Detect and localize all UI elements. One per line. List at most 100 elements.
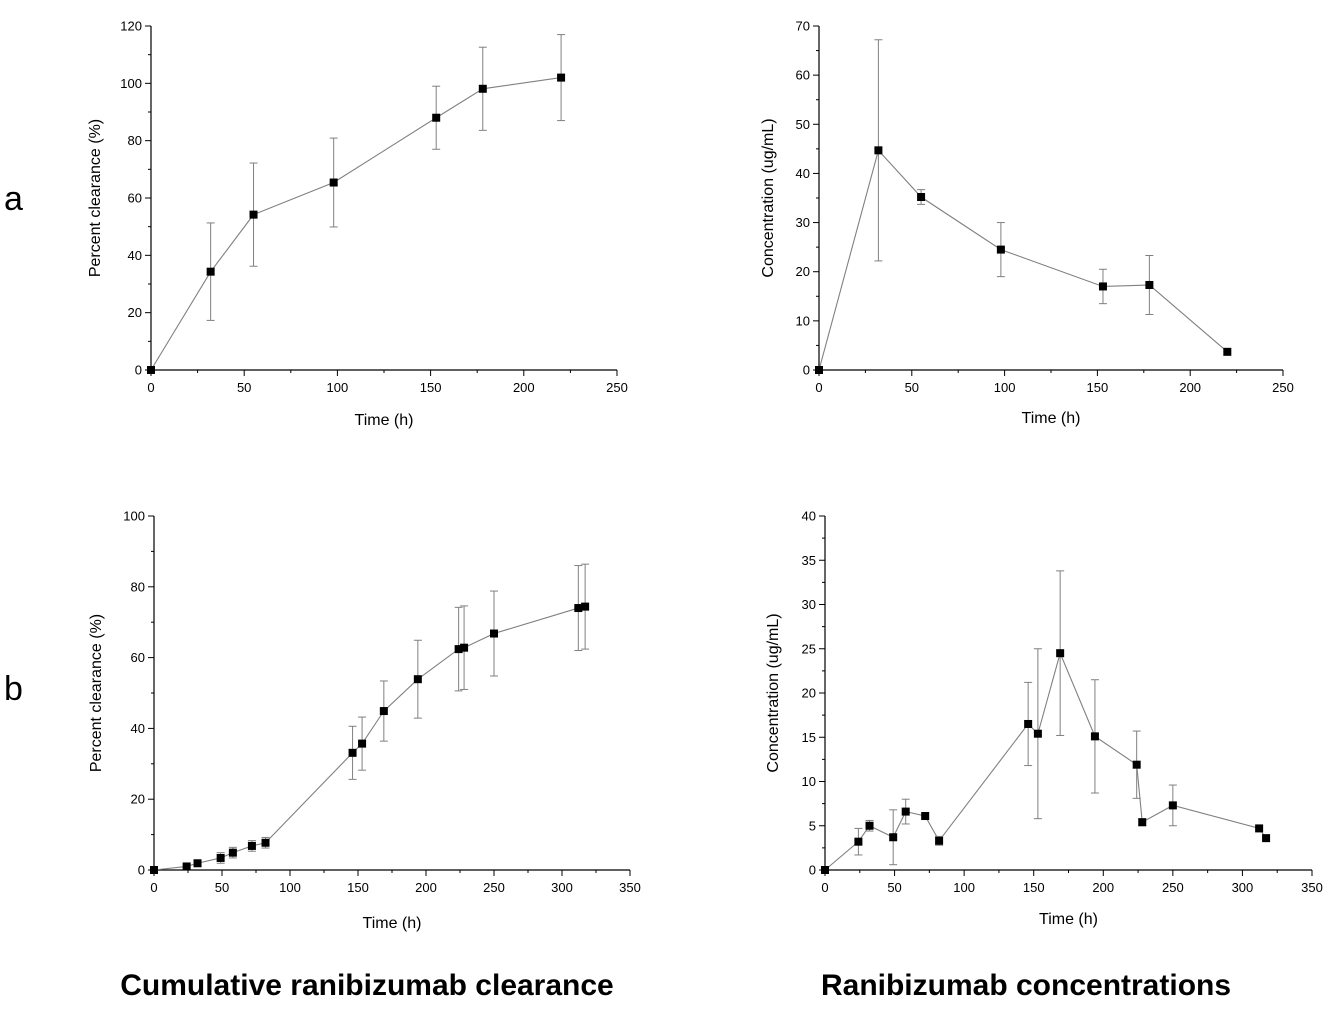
data-point xyxy=(348,748,357,757)
data-point xyxy=(490,629,498,638)
x-axis-label: Time (h) xyxy=(1022,410,1081,427)
x-axis-label: Time (h) xyxy=(363,915,422,932)
x-tick-label: 50 xyxy=(887,880,901,895)
y-tick-label: 50 xyxy=(796,117,810,132)
data-point xyxy=(557,73,566,82)
y-tick-label: 30 xyxy=(802,597,816,612)
x-tick-label: 250 xyxy=(483,880,505,895)
y-tick-label: 100 xyxy=(120,76,142,91)
data-point xyxy=(454,645,463,654)
x-axis-label: Time (h) xyxy=(355,412,414,429)
data-point xyxy=(1132,760,1141,769)
data-point xyxy=(247,841,256,850)
row-label-a: a xyxy=(4,180,23,218)
x-tick-label: 300 xyxy=(1232,880,1254,895)
x-tick-label: 0 xyxy=(150,880,157,895)
data-point xyxy=(478,84,487,93)
x-tick-label: 100 xyxy=(953,880,975,895)
y-tick-label: 60 xyxy=(128,191,142,206)
data-point xyxy=(815,366,823,374)
data-point xyxy=(874,146,883,155)
data-point xyxy=(147,366,155,374)
y-tick-label: 10 xyxy=(796,313,810,328)
data-point xyxy=(935,836,944,845)
x-tick-label: 100 xyxy=(279,880,301,895)
data-point xyxy=(1168,801,1177,810)
data-point xyxy=(865,821,874,830)
data-point xyxy=(921,812,930,821)
x-tick-label: 300 xyxy=(551,880,573,895)
data-point xyxy=(1138,818,1147,827)
y-tick-label: 40 xyxy=(131,721,145,736)
y-tick-label: 20 xyxy=(802,686,816,701)
data-point xyxy=(1223,347,1232,356)
row-label-b: b xyxy=(4,670,23,708)
data-point xyxy=(581,602,590,611)
y-tick-label: 20 xyxy=(131,792,145,807)
chart-panel-a-clearance: 0 50 100 150 200 250 0 20 40 60 80 100 120 Time (h) Pe… xyxy=(87,19,628,430)
data-point xyxy=(1098,282,1107,291)
y-tick-label: 70 xyxy=(796,19,810,34)
data-point xyxy=(1255,824,1264,833)
x-tick-label: 100 xyxy=(327,380,349,395)
data-point xyxy=(1090,732,1099,741)
y-tick-label: 5 xyxy=(809,818,816,833)
x-tick-label: 350 xyxy=(1301,880,1323,895)
data-point xyxy=(901,807,910,816)
x-tick-label: 250 xyxy=(1272,380,1294,395)
x-tick-label: 150 xyxy=(1087,380,1109,395)
x-tick-label: 100 xyxy=(994,380,1016,395)
data-point xyxy=(460,643,469,652)
data-point xyxy=(249,210,258,219)
series-line xyxy=(150,77,562,371)
y-tick-label: 80 xyxy=(128,133,142,148)
data-point xyxy=(216,853,225,862)
y-tick-label: 40 xyxy=(128,248,142,263)
x-tick-label: 200 xyxy=(1179,380,1201,395)
y-tick-label: 60 xyxy=(131,650,145,665)
data-point xyxy=(206,267,215,276)
data-point xyxy=(1024,719,1033,728)
data-point xyxy=(1262,834,1271,843)
y-tick-label: 0 xyxy=(135,363,142,378)
caption-left: Cumulative ranibizumab clearance xyxy=(120,969,614,1002)
x-axis-label: Time (h) xyxy=(1039,911,1098,928)
y-axis-label: Concentration (ug/mL) xyxy=(765,613,782,772)
y-tick-label: 0 xyxy=(138,863,145,878)
x-tick-label: 50 xyxy=(215,880,229,895)
y-tick-label: 100 xyxy=(123,509,145,524)
x-tick-label: 200 xyxy=(415,880,437,895)
y-axis-label: Percent clearance (%) xyxy=(88,614,105,772)
x-tick-label: 250 xyxy=(1162,880,1184,895)
x-tick-label: 250 xyxy=(606,380,628,395)
data-point xyxy=(358,739,367,748)
data-point xyxy=(432,113,441,122)
data-point xyxy=(150,866,158,874)
data-point xyxy=(379,707,388,716)
data-point xyxy=(1056,649,1065,658)
data-point xyxy=(261,838,270,847)
data-point xyxy=(193,859,202,868)
y-tick-label: 120 xyxy=(120,19,142,34)
series-line xyxy=(824,651,1267,871)
x-tick-label: 0 xyxy=(815,380,822,395)
data-point xyxy=(329,178,338,187)
x-tick-label: 0 xyxy=(147,380,154,395)
data-point xyxy=(413,675,422,684)
y-tick-label: 60 xyxy=(796,68,810,83)
y-tick-label: 30 xyxy=(796,215,810,230)
y-tick-label: 80 xyxy=(131,579,145,594)
y-tick-label: 10 xyxy=(802,774,816,789)
data-point xyxy=(996,245,1005,254)
data-point xyxy=(182,862,191,871)
x-tick-label: 150 xyxy=(420,380,442,395)
y-axis-label: Percent clearance (%) xyxy=(87,119,104,277)
x-tick-label: 50 xyxy=(237,380,251,395)
data-point xyxy=(889,833,898,842)
data-point xyxy=(1033,729,1042,738)
series-line xyxy=(153,606,586,871)
series-line xyxy=(818,149,1228,371)
y-axis-label: Concentration (ug/mL) xyxy=(760,118,777,277)
x-tick-label: 200 xyxy=(513,380,535,395)
